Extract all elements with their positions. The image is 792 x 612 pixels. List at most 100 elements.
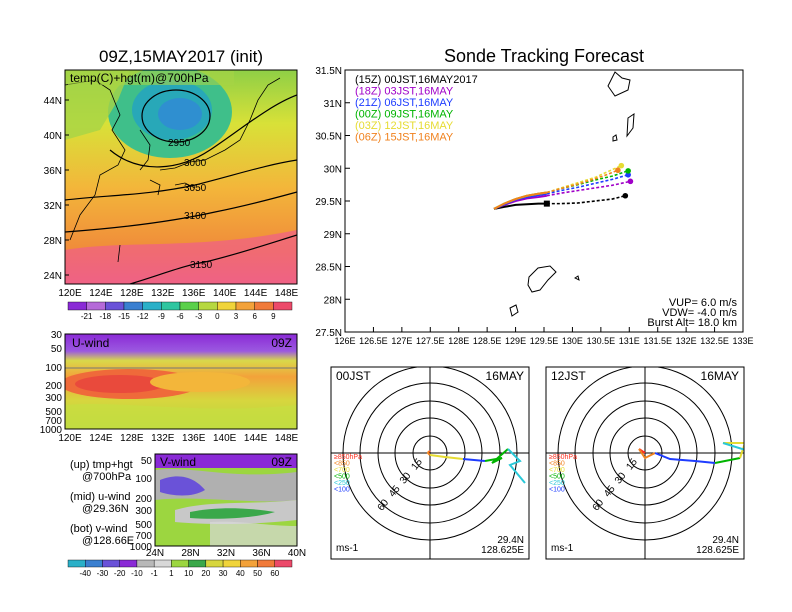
tick-label: 50: [253, 569, 262, 578]
hodograph-frame: [330, 366, 530, 560]
tick-label: 700: [45, 416, 62, 427]
hodograph-segment: [723, 442, 744, 459]
tick-label: 126.5E: [359, 336, 388, 346]
hodograph-segment: [429, 454, 464, 460]
island-outline: [607, 71, 631, 97]
tick-label: -12: [137, 312, 149, 321]
colorbar-swatch: [85, 559, 103, 568]
colorbar-swatch: [273, 301, 293, 311]
tick-label: -30: [97, 569, 109, 578]
panel-legend: (up) tmp+hgt@700hPa (mid) u-wind@29.36N (b…: [70, 459, 134, 547]
tick-label: 28N: [44, 236, 62, 247]
level-key: <700: [334, 467, 350, 474]
tick-label: 300: [45, 393, 62, 404]
tick-label: -15: [118, 312, 130, 321]
tick-label: 44N: [44, 96, 62, 107]
track-descent-line: [546, 169, 619, 194]
parameter-text: VUP= 6.0 m/s: [669, 297, 738, 309]
x-axis-ticks: 126E 126.5E 127E 127.5E 128E 128.5E 129E 129.5E…: [334, 327, 754, 346]
hodograph-segment: [722, 442, 744, 451]
landing-point: [627, 178, 634, 185]
track-descent-line: [546, 180, 631, 197]
legend-line: (up) tmp+hgt: [70, 459, 133, 471]
hodograph-time: 00JST: [336, 369, 371, 383]
tick-label: 30: [219, 569, 228, 578]
hodograph-date: 16MAY: [486, 369, 524, 383]
level-key: ≥850hPa: [549, 454, 577, 461]
hodograph-frame: [545, 366, 745, 560]
contour-3100: [65, 191, 297, 233]
tick-label: 120E: [58, 288, 82, 299]
level-key: <100: [334, 487, 350, 494]
colorbar-swatch: [217, 301, 237, 311]
tick-label: 24N: [44, 271, 62, 282]
tick-label: 144E: [244, 433, 268, 444]
tick-label: 100: [135, 474, 152, 485]
level-key: <850: [549, 461, 565, 468]
island-outline: [612, 134, 618, 142]
hodograph-segment: [507, 448, 526, 484]
level-key: <500: [334, 474, 350, 481]
island-outline: [626, 113, 635, 138]
tick-label: 700: [135, 531, 152, 542]
tick-label: 136E: [182, 433, 206, 444]
tick-label: 6: [252, 312, 257, 321]
u-wind-label: U-wind: [72, 336, 109, 350]
tick-label: 29.5N: [315, 197, 342, 208]
track-descent-line: [546, 194, 626, 205]
tick-label: 132.5E: [700, 336, 729, 346]
legend-entry: (03Z) 12JST,16MAY: [355, 120, 454, 132]
burst-marker: [543, 200, 550, 207]
hodograph-time: 12JST: [551, 369, 586, 383]
colorbar-swatch: [136, 559, 155, 568]
colorbar-swatch: [205, 559, 224, 568]
map-label: temp(C)+hgt(m)@700hPa: [70, 71, 209, 85]
chart-title: Sonde Tracking Forecast: [444, 46, 644, 66]
tick-label: -40: [79, 569, 91, 578]
legend-line: (mid) u-wind: [70, 491, 131, 503]
colorbar-swatch: [179, 301, 199, 311]
ring-label: 15: [624, 456, 640, 472]
tick-label: 50: [141, 456, 153, 467]
contour-3000: [109, 94, 297, 168]
init-time-title: 09Z,15MAY2017 (init): [99, 47, 263, 66]
tick-label: 28N: [324, 295, 342, 306]
tick-label: 36N: [252, 548, 270, 559]
tick-label: -3: [195, 312, 203, 321]
tick-label: 36N: [44, 166, 62, 177]
colorbar-swatch: [254, 301, 274, 311]
tick-label: 132E: [151, 288, 175, 299]
tick-label: 148E: [275, 288, 299, 299]
contour-label: 3100: [184, 211, 207, 222]
tick-label: 128E: [120, 433, 144, 444]
tick-label: 1: [169, 569, 174, 578]
tick-label: 131.5E: [643, 336, 672, 346]
colorbar-swatch: [222, 559, 241, 568]
tick-label: 127E: [391, 336, 412, 346]
ring-label: 15: [409, 456, 425, 472]
tick-label: 129.5E: [530, 336, 559, 346]
tick-label: 1000: [40, 425, 63, 436]
tick-label: 31N: [324, 99, 342, 110]
tick-label: 128.5E: [473, 336, 502, 346]
level-key: ≥850hPa: [334, 454, 362, 461]
landing-point: [625, 172, 631, 178]
colorbar-swatch: [105, 301, 125, 311]
v-wind-time: 09Z: [271, 455, 292, 469]
colorbar-swatch: [188, 559, 207, 568]
tick-label: 32N: [217, 548, 235, 559]
tick-label: 128E: [448, 336, 469, 346]
tick-label: 140E: [213, 433, 237, 444]
tick-label: 500: [45, 407, 62, 418]
tick-label: 133E: [732, 336, 753, 346]
hodograph-trace: [638, 442, 744, 464]
island-outline: [509, 304, 519, 317]
tick-label: 132E: [151, 433, 175, 444]
tick-label: 28.5N: [315, 263, 342, 274]
tick-label: 1000: [130, 542, 153, 553]
tick-label: 126E: [334, 336, 355, 346]
wind-colorbar: -40 -30 -20 -10 -1 1 10 20 30 40 50 60: [67, 559, 293, 578]
